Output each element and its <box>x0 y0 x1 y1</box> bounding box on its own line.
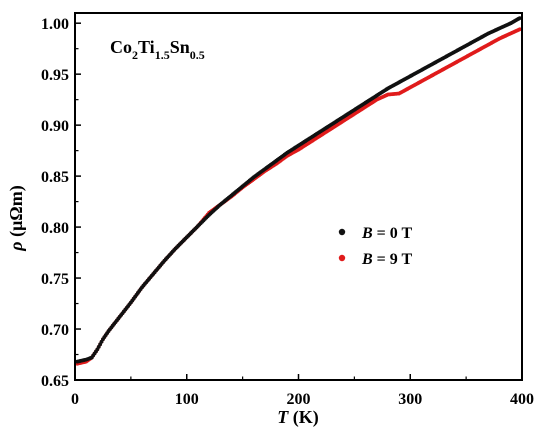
series-b-0 <box>75 16 522 364</box>
annotation-ti: Ti <box>138 37 155 57</box>
legend: B = 0 T B = 9 T <box>338 225 413 268</box>
x-tick-label-1: 100 <box>175 391 199 408</box>
x-tick-label-4: 400 <box>510 391 534 408</box>
series-b-9 <box>75 27 522 366</box>
data-point <box>517 16 522 20</box>
legend-marker-b-0 <box>338 228 346 236</box>
y-tick-label-2: 0.75 <box>41 271 69 288</box>
y-axis-title-unit: (μΩm) <box>6 185 27 241</box>
data-point <box>517 27 522 32</box>
y-tick-label-3: 0.80 <box>41 220 69 237</box>
compound-annotation: Co2Ti1.5Sn0.5 <box>110 37 205 62</box>
y-tick-label-6: 0.95 <box>41 67 69 84</box>
y-tick-label-5: 0.90 <box>41 118 69 135</box>
legend-marker-b-9 <box>338 254 346 262</box>
ticks-layer: 0 100 200 300 400 0.65 0.70 0.75 0.80 0.85 0.90 0.9… <box>41 16 534 408</box>
annotation-sub-2: 1.5 <box>155 48 170 62</box>
series-layer <box>75 16 522 366</box>
legend-label-b-9-symbol: B <box>361 251 373 268</box>
annotation-co: Co <box>110 37 132 57</box>
x-axis-title-symbol: T <box>277 407 289 427</box>
y-tick-label-1: 0.70 <box>41 322 69 339</box>
x-axis-title-unit: (K) <box>288 407 319 428</box>
y-tick-label-0: 0.65 <box>41 373 69 390</box>
y-axis-title-symbol: ρ <box>6 241 26 251</box>
legend-label-b-9: B = 9 T <box>361 251 413 268</box>
x-tick-label-3: 300 <box>398 391 422 408</box>
y-tick-label-4: 0.85 <box>41 169 69 186</box>
y-axis-title: ρ (μΩm) <box>6 185 27 251</box>
y-tick-label-7: 1.00 <box>41 16 69 33</box>
x-tick-label-0: 0 <box>71 391 79 408</box>
annotation-sn: Sn <box>170 37 190 57</box>
legend-label-b-0-symbol: B <box>361 225 373 242</box>
annotation-sub-1: 2 <box>132 48 138 62</box>
plot-frame <box>74 12 523 381</box>
legend-label-b-0-value: = 0 T <box>373 225 413 242</box>
x-tick-label-2: 200 <box>287 391 311 408</box>
x-axis-title: T (K) <box>277 407 319 428</box>
legend-label-b-0: B = 0 T <box>361 225 413 242</box>
annotation-sub-3: 0.5 <box>190 48 205 62</box>
legend-label-b-9-value: = 9 T <box>373 251 413 268</box>
